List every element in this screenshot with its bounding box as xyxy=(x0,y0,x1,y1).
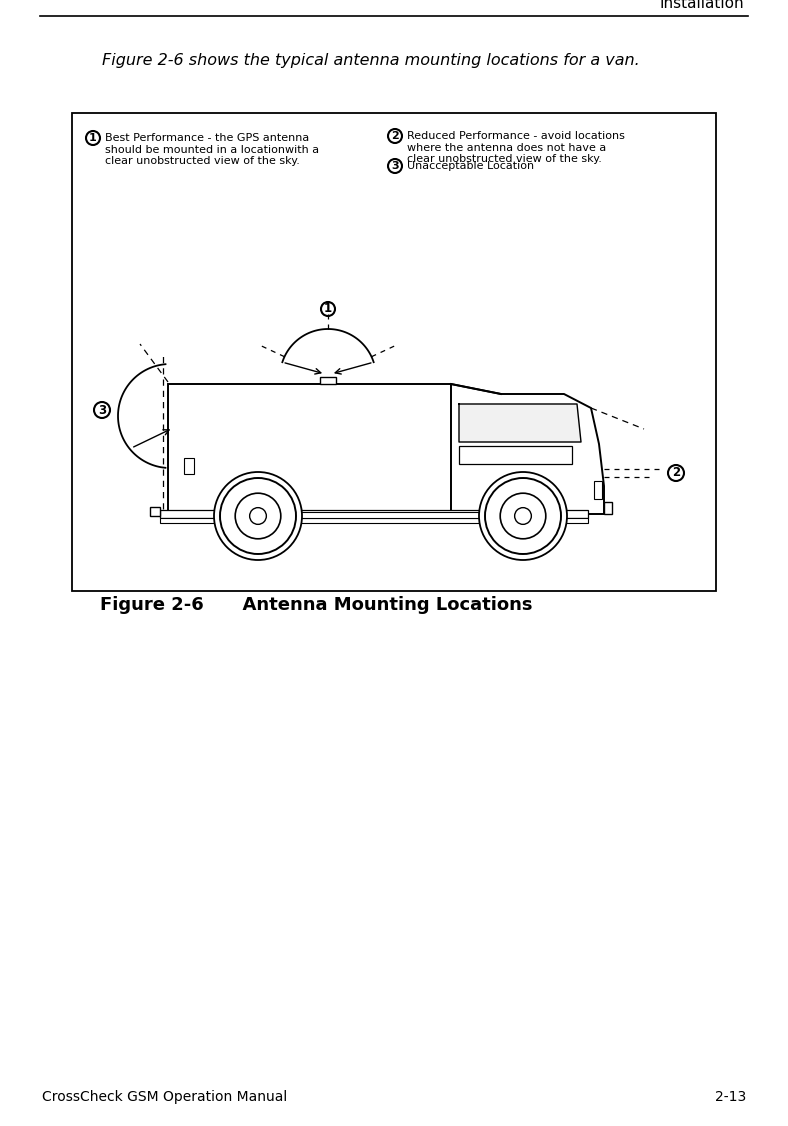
Text: 2: 2 xyxy=(672,466,680,480)
Circle shape xyxy=(515,508,531,525)
Circle shape xyxy=(500,493,546,539)
Bar xyxy=(215,507,301,519)
Text: 2: 2 xyxy=(391,131,399,141)
Bar xyxy=(160,510,588,518)
Text: clear unobstructed view of the sky.: clear unobstructed view of the sky. xyxy=(105,157,300,166)
Text: where the antenna does not have a: where the antenna does not have a xyxy=(407,143,606,153)
Polygon shape xyxy=(459,404,581,443)
Bar xyxy=(459,446,572,464)
Bar xyxy=(296,512,485,518)
Text: Reduced Performance - avoid locations: Reduced Performance - avoid locations xyxy=(407,131,625,141)
Text: should be mounted in a locationwith a: should be mounted in a locationwith a xyxy=(105,145,319,155)
Text: 2-13: 2-13 xyxy=(715,1090,746,1103)
Circle shape xyxy=(214,472,302,560)
Text: Figure 2-6 shows the typical antenna mounting locations for a van.: Figure 2-6 shows the typical antenna mou… xyxy=(102,53,640,68)
Circle shape xyxy=(250,508,266,525)
Text: Unacceptable Location: Unacceptable Location xyxy=(407,161,534,171)
Bar xyxy=(160,510,588,518)
Circle shape xyxy=(479,472,567,560)
Text: 1: 1 xyxy=(89,133,97,143)
Text: clear unobstructed view of the sky.: clear unobstructed view of the sky. xyxy=(407,154,602,164)
Text: CrossCheck GSM Operation Manual: CrossCheck GSM Operation Manual xyxy=(42,1090,288,1103)
Circle shape xyxy=(235,493,281,539)
Bar xyxy=(72,113,716,591)
Text: 3: 3 xyxy=(98,403,106,417)
Bar xyxy=(320,377,336,384)
Circle shape xyxy=(220,479,296,554)
Polygon shape xyxy=(451,384,604,513)
Text: Best Performance - the GPS antenna: Best Performance - the GPS antenna xyxy=(105,133,309,143)
Text: Antenna Mounting Locations: Antenna Mounting Locations xyxy=(205,596,533,614)
Text: 1: 1 xyxy=(324,303,332,315)
Bar xyxy=(480,507,566,519)
Bar xyxy=(160,518,588,522)
Text: Figure 2-6: Figure 2-6 xyxy=(100,596,204,614)
Bar xyxy=(168,384,451,513)
Bar xyxy=(160,518,588,522)
Bar xyxy=(184,458,194,474)
Bar xyxy=(604,502,612,513)
Bar xyxy=(150,507,160,516)
Text: 3: 3 xyxy=(391,161,399,171)
Circle shape xyxy=(485,479,561,554)
Text: Installation: Installation xyxy=(660,0,744,11)
Bar xyxy=(594,481,602,499)
